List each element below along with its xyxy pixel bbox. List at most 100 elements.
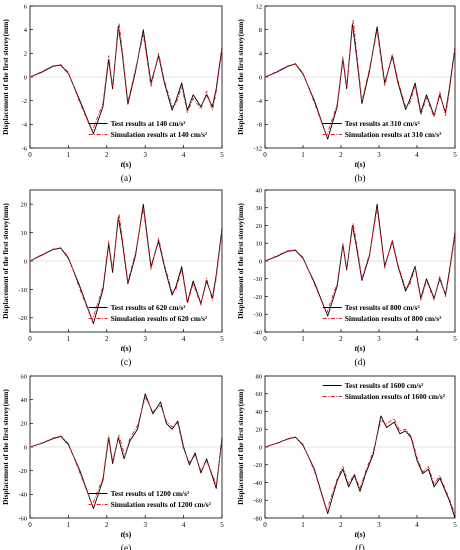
x-tick-label: 2	[339, 521, 343, 529]
x-axis-label: t(s)	[355, 344, 366, 353]
x-axis-label-unit: (s)	[123, 530, 132, 539]
x-axis-label-var: t	[121, 160, 124, 169]
y-tick-label: 0	[24, 444, 27, 451]
x-tick-label: 2	[105, 521, 109, 529]
panel-c: 0 1 2 3 4 5 -20 -10 0 10 20 Test results of 620 cm/…	[1, 189, 224, 368]
panel-f: 0 1 2 3 4 5 -80 -60 -40 -20 0 20 40 60 80 Test results …	[236, 373, 457, 550]
x-tick-label: 4	[182, 151, 186, 159]
x-tick-label: 3	[377, 335, 381, 343]
y-tick-label: -4	[257, 98, 263, 105]
x-axis-label: t(s)	[355, 530, 366, 539]
x-tick-label: 1	[67, 521, 71, 529]
panel-e: 0 1 2 3 4 5 -60 -40 -20 0 20 40 60 Test results of 12…	[1, 373, 224, 550]
x-tick-label: 4	[415, 151, 419, 159]
y-tick-label: 0	[24, 74, 27, 81]
x-axis-label: t(s)	[121, 530, 132, 539]
y-tick-label: 10	[21, 230, 28, 237]
x-axis-label-var: t	[121, 344, 124, 353]
y-tick-label: 40	[21, 397, 28, 404]
legend-entry: Simulation results of 1600 cm/s²	[345, 392, 446, 401]
x-axis-label-unit: (s)	[357, 344, 366, 353]
y-tick-label: -8	[257, 122, 262, 129]
x-tick-label: 1	[301, 335, 305, 343]
x-tick-label: 2	[339, 335, 343, 343]
y-tick-label: -10	[18, 287, 27, 294]
x-tick-label: 1	[67, 335, 71, 343]
y-tick-label: 20	[21, 421, 28, 428]
x-tick-label: 4	[415, 521, 419, 529]
panel-a: 0 1 2 3 4 5 -6 -4 -2 0 2 4 6 Test results at 140 cm/s…	[1, 3, 224, 184]
x-tick-label: 5	[453, 335, 457, 343]
test-series-line	[264, 415, 456, 519]
y-tick-label: 8	[259, 27, 262, 34]
x-tick-label: 2	[105, 151, 109, 159]
legend-entry: Test results of 1200 cm/s²	[111, 489, 190, 498]
y-tick-label: -40	[253, 329, 262, 336]
x-tick-label: 5	[220, 335, 224, 343]
y-tick-label: 60	[256, 391, 263, 398]
x-tick-label: 0	[28, 521, 32, 529]
legend-entry: Simulation results at 310 cm/s²	[345, 130, 442, 139]
panel-label: (c)	[121, 357, 132, 368]
x-tick-label: 4	[415, 335, 419, 343]
y-axis-label: Displacement of the first storey(mm)	[236, 19, 245, 135]
x-tick-label: 5	[220, 151, 224, 159]
legend-entry: Simulation results of 1200 cm/s²	[111, 500, 212, 509]
y-tick-label: 10	[256, 241, 263, 248]
x-tick-label: 0	[263, 151, 267, 159]
y-tick-label: 40	[256, 187, 263, 194]
x-axis-label-unit: (s)	[123, 344, 132, 353]
y-tick-label: 6	[24, 3, 28, 10]
y-axis-label: Displacement of the first storey(mm)	[1, 389, 10, 505]
x-tick-label: 2	[105, 335, 109, 343]
panel-label: (a)	[121, 173, 132, 184]
y-tick-label: -80	[253, 515, 262, 522]
y-tick-label: 4	[259, 51, 263, 58]
panel-label: (b)	[354, 173, 365, 184]
y-tick-label: 80	[256, 373, 263, 380]
y-tick-label: 20	[256, 427, 263, 434]
simulation-series-line	[264, 208, 456, 314]
panel-label: (f)	[355, 543, 365, 550]
y-tick-label: 2	[24, 51, 27, 58]
y-tick-label: -60	[18, 515, 27, 522]
legend-entry: Test results at 310 cm/s²	[345, 119, 421, 128]
y-tick-label: -20	[18, 315, 27, 322]
x-tick-label: 1	[301, 521, 305, 529]
legend-entry: Simulation results at 140 cm/s²	[111, 130, 208, 139]
legend-entry: Test results of 620 cm/s²	[111, 303, 187, 312]
simulation-series-line	[264, 418, 456, 515]
x-tick-label: 3	[143, 151, 147, 159]
x-axis-label-var: t	[355, 344, 358, 353]
y-tick-label: 0	[259, 444, 262, 451]
x-axis-label-unit: (s)	[357, 160, 366, 169]
x-axis-label-unit: (s)	[123, 160, 132, 169]
x-tick-label: 0	[28, 335, 32, 343]
x-tick-label: 1	[67, 151, 71, 159]
legend-entry: Test results at 140 cm/s²	[111, 119, 187, 128]
x-tick-label: 5	[220, 521, 224, 529]
y-tick-label: -6	[22, 145, 28, 152]
x-tick-label: 1	[301, 151, 305, 159]
x-tick-label: 4	[182, 335, 186, 343]
x-axis-label-var: t	[355, 160, 358, 169]
legend-entry: Test results of 1600 cm/s²	[345, 381, 424, 390]
x-axis-label: t(s)	[121, 160, 132, 169]
legend-entry: Simulation results of 620 cm/s²	[111, 314, 208, 323]
y-tick-label: -60	[253, 498, 262, 505]
x-axis-label-var: t	[355, 530, 358, 539]
y-tick-label: 20	[21, 202, 28, 209]
y-axis-label: Displacement of the first storey(mm)	[236, 203, 245, 319]
y-tick-label: -20	[253, 462, 262, 469]
y-tick-label: -40	[253, 480, 262, 487]
y-tick-label: -12	[253, 145, 262, 152]
y-tick-label: 4	[24, 27, 28, 34]
legend: Test results of 1200 cm/s² Simulation res…	[88, 489, 212, 509]
legend: Test results at 310 cm/s² Simulation resu…	[322, 119, 442, 139]
x-tick-label: 3	[377, 521, 381, 529]
x-axis-label-var: t	[121, 530, 124, 539]
legend: Test results at 140 cm/s² Simulation resu…	[88, 119, 208, 139]
test-series-line	[264, 203, 456, 317]
y-tick-label: 0	[24, 258, 27, 265]
